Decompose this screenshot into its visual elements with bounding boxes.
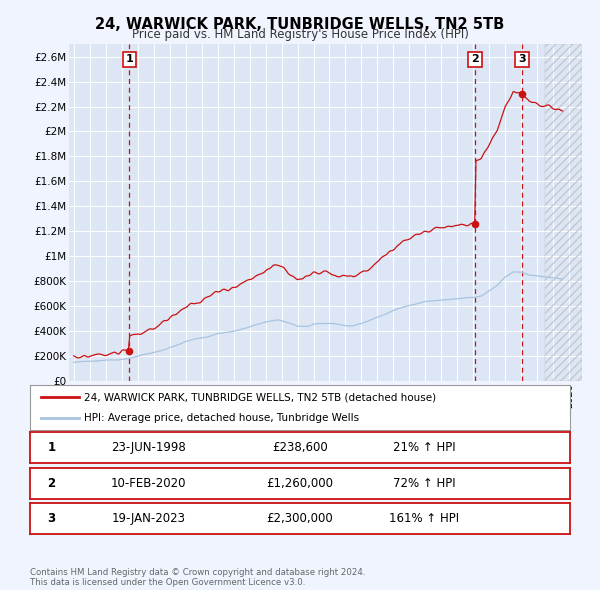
Text: 10-FEB-2020: 10-FEB-2020 bbox=[111, 477, 187, 490]
Text: 1: 1 bbox=[47, 441, 56, 454]
Text: HPI: Average price, detached house, Tunbridge Wells: HPI: Average price, detached house, Tunb… bbox=[84, 412, 359, 422]
Text: 24, WARWICK PARK, TUNBRIDGE WELLS, TN2 5TB (detached house): 24, WARWICK PARK, TUNBRIDGE WELLS, TN2 5… bbox=[84, 392, 436, 402]
Text: 72% ↑ HPI: 72% ↑ HPI bbox=[393, 477, 455, 490]
Text: 2: 2 bbox=[471, 54, 479, 64]
Text: £238,600: £238,600 bbox=[272, 441, 328, 454]
Text: £2,300,000: £2,300,000 bbox=[266, 512, 334, 525]
Text: Contains HM Land Registry data © Crown copyright and database right 2024.
This d: Contains HM Land Registry data © Crown c… bbox=[30, 568, 365, 587]
Text: 2: 2 bbox=[47, 477, 56, 490]
Text: 21% ↑ HPI: 21% ↑ HPI bbox=[393, 441, 455, 454]
Text: 23-JUN-1998: 23-JUN-1998 bbox=[112, 441, 186, 454]
Text: Price paid vs. HM Land Registry's House Price Index (HPI): Price paid vs. HM Land Registry's House … bbox=[131, 28, 469, 41]
Text: 1: 1 bbox=[125, 54, 133, 64]
Text: 19-JAN-2023: 19-JAN-2023 bbox=[112, 512, 186, 525]
Text: £1,260,000: £1,260,000 bbox=[266, 477, 334, 490]
Text: 161% ↑ HPI: 161% ↑ HPI bbox=[389, 512, 459, 525]
Text: 3: 3 bbox=[518, 54, 526, 64]
Text: 24, WARWICK PARK, TUNBRIDGE WELLS, TN2 5TB: 24, WARWICK PARK, TUNBRIDGE WELLS, TN2 5… bbox=[95, 17, 505, 31]
Text: 3: 3 bbox=[47, 512, 56, 525]
